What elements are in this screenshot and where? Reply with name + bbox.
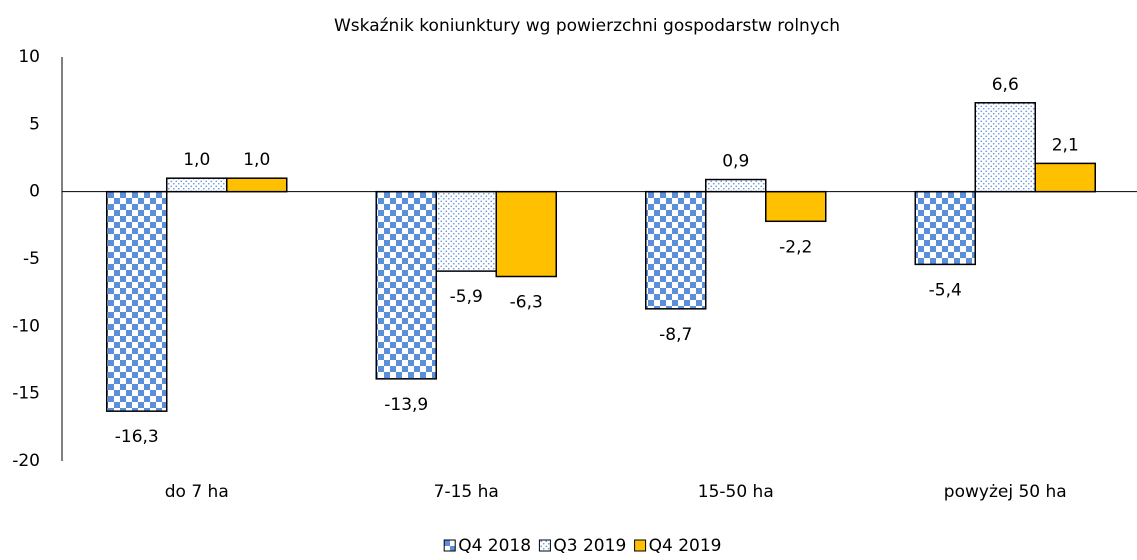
y-tick-label: -10 bbox=[12, 316, 40, 336]
bar bbox=[435, 190, 497, 272]
value-label: -2,2 bbox=[779, 237, 812, 257]
bar bbox=[705, 178, 767, 193]
bar bbox=[974, 102, 1036, 193]
value-label: 6,6 bbox=[992, 75, 1019, 95]
x-tick-label: 15-50 ha bbox=[698, 482, 774, 502]
x-tick-label: do 7 ha bbox=[165, 482, 229, 502]
value-label: 1,0 bbox=[243, 150, 270, 170]
y-tick-label: 10 bbox=[18, 47, 40, 67]
bar bbox=[645, 190, 707, 310]
legend-swatch bbox=[538, 539, 551, 552]
y-tick-label: -15 bbox=[12, 384, 40, 404]
value-label: -6,3 bbox=[510, 293, 543, 313]
legend-swatch bbox=[634, 539, 647, 552]
bar bbox=[1034, 162, 1096, 193]
x-tick-label: 7-15 ha bbox=[434, 482, 499, 502]
y-tick-label: -20 bbox=[12, 451, 40, 471]
legend-label: Q3 2019 bbox=[553, 536, 626, 556]
value-label: -13,9 bbox=[384, 395, 428, 415]
value-label: -5,9 bbox=[450, 287, 483, 307]
bar bbox=[914, 190, 976, 266]
legend-label: Q4 2018 bbox=[458, 536, 531, 556]
bar bbox=[166, 177, 228, 193]
y-tick-label: 0 bbox=[29, 182, 40, 202]
bar bbox=[106, 190, 168, 412]
chart-title: Wskaźnik koniunktury wg powierzchni gosp… bbox=[334, 16, 840, 36]
bar bbox=[226, 177, 288, 193]
legend-swatch bbox=[443, 539, 456, 552]
y-tick-label: -5 bbox=[23, 249, 40, 269]
y-tick-label: 5 bbox=[29, 114, 40, 134]
bar bbox=[375, 190, 437, 380]
value-label: 2,1 bbox=[1052, 135, 1079, 155]
value-label: -5,4 bbox=[929, 280, 962, 300]
legend-label: Q4 2019 bbox=[649, 536, 722, 556]
value-label: -8,7 bbox=[659, 325, 692, 345]
bar bbox=[495, 190, 557, 278]
bar bbox=[765, 190, 827, 223]
value-label: 0,9 bbox=[722, 152, 749, 172]
value-label: -16,3 bbox=[115, 427, 159, 447]
value-label: 1,0 bbox=[183, 150, 210, 170]
x-tick-label: powyżej 50 ha bbox=[944, 482, 1067, 502]
